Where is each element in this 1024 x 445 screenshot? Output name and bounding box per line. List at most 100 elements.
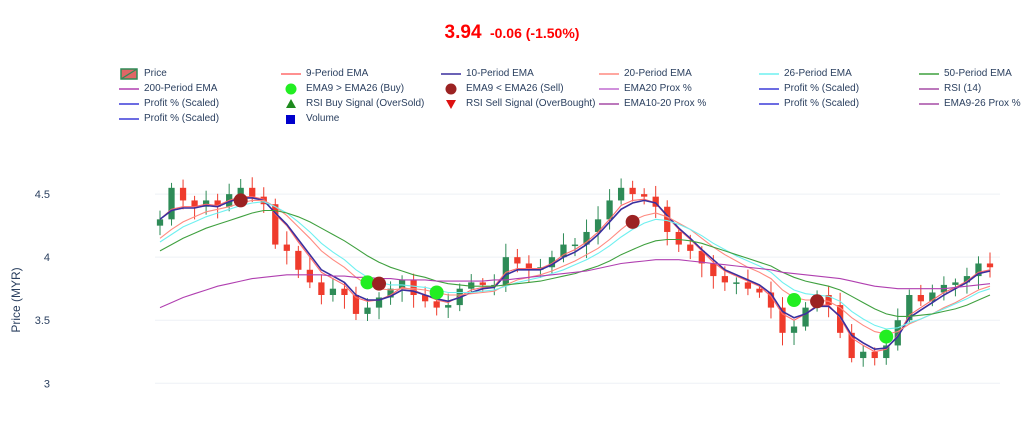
legend-label: 9-Period EMA	[306, 68, 369, 79]
candle-body[interactable]	[986, 263, 994, 268]
candle-body[interactable]	[929, 292, 936, 302]
legend: Price 9-Period EMA 10-Period EMA 20-Period …	[0, 0, 1024, 130]
buy-signal-marker[interactable]	[787, 293, 802, 308]
buy-signal-marker[interactable]	[360, 275, 375, 290]
candle-body[interactable]	[295, 250, 302, 270]
candle-body[interactable]	[606, 200, 613, 220]
candle-body[interactable]	[710, 263, 717, 277]
candle-body[interactable]	[202, 200, 210, 207]
candle-body[interactable]	[952, 282, 959, 285]
y-tick-label: 4.5	[35, 189, 50, 201]
candle-body[interactable]	[825, 295, 832, 306]
candle-body[interactable]	[329, 288, 337, 295]
candle-body[interactable]	[721, 276, 728, 283]
candle-body[interactable]	[214, 200, 221, 207]
legend-label: Profit % (Scaled)	[784, 98, 860, 109]
candle-body[interactable]	[468, 282, 475, 289]
candle-body[interactable]	[802, 307, 809, 327]
candle-body[interactable]	[756, 288, 763, 293]
legend-label: RSI Buy Signal (OverSold)	[306, 98, 425, 109]
candle-body[interactable]	[191, 200, 198, 207]
candle-body[interactable]	[848, 332, 855, 359]
candle-body[interactable]	[594, 219, 602, 232]
candle-body[interactable]	[375, 297, 383, 308]
candle-body[interactable]	[272, 204, 279, 245]
series-line[interactable]	[159, 197, 991, 351]
candle-body[interactable]	[963, 276, 971, 283]
candle-body[interactable]	[352, 295, 360, 314]
candle-body[interactable]	[906, 295, 913, 321]
sell-signal-marker[interactable]	[233, 193, 248, 208]
candle-body[interactable]	[664, 206, 671, 232]
legend-label: EMA9 < EMA26 (Sell)	[466, 83, 564, 94]
series-line[interactable]	[159, 201, 991, 330]
candle-body[interactable]	[571, 244, 579, 247]
candle-body[interactable]	[744, 282, 752, 289]
candle-body[interactable]	[433, 301, 440, 308]
price-change: -0.06 (-1.50%)	[489, 25, 580, 41]
y-axis-label: Price (MYR)	[9, 267, 23, 332]
candle-body[interactable]	[894, 320, 901, 346]
candle-body[interactable]	[156, 219, 164, 226]
candle-body[interactable]	[733, 282, 740, 284]
candle-body[interactable]	[675, 231, 682, 245]
sell-signal-marker[interactable]	[625, 214, 640, 229]
candle-body[interactable]	[514, 257, 521, 264]
candle-body[interactable]	[422, 295, 429, 302]
candle-body[interactable]	[410, 279, 417, 295]
buy-signal-marker[interactable]	[429, 285, 444, 300]
candle-body[interactable]	[168, 187, 175, 220]
legend-symbol-icon	[286, 115, 295, 124]
price-header: 3.94 -0.06 (-1.50%)	[0, 22, 1024, 44]
candle-body[interactable]	[502, 257, 509, 285]
candle-body[interactable]	[583, 231, 590, 245]
legend-symbol-icon	[119, 118, 139, 120]
legend-symbol-icon	[919, 103, 939, 105]
sell-signal-marker[interactable]	[372, 276, 387, 291]
series-line[interactable]	[159, 196, 991, 353]
candle-body[interactable]	[790, 326, 798, 333]
candle-body[interactable]	[283, 244, 290, 251]
candle-body[interactable]	[779, 307, 786, 333]
candle-body[interactable]	[341, 288, 348, 295]
candle-body[interactable]	[445, 305, 452, 308]
legend-symbol-icon	[759, 88, 779, 90]
candle-body[interactable]	[548, 257, 556, 268]
candle-body[interactable]	[398, 279, 406, 289]
series-line[interactable]	[159, 259, 991, 309]
legend-label: 10-Period EMA	[466, 68, 534, 79]
candle-body[interactable]	[306, 269, 313, 283]
candle-body[interactable]	[860, 351, 867, 359]
candle-body[interactable]	[883, 345, 890, 359]
candle-body[interactable]	[237, 187, 244, 195]
candle-body[interactable]	[917, 295, 924, 302]
candle-body[interactable]	[871, 351, 878, 359]
legend-label: Profit % (Scaled)	[144, 113, 220, 124]
candle-body[interactable]	[479, 282, 486, 285]
candle-body[interactable]	[629, 187, 636, 195]
legend-label: EMA20 Prox %	[624, 83, 692, 94]
candle-body[interactable]	[525, 263, 533, 270]
candle-body[interactable]	[617, 187, 625, 201]
candle-body[interactable]	[687, 244, 694, 251]
candle-body[interactable]	[387, 288, 394, 298]
candle-body[interactable]	[767, 292, 775, 308]
y-tick-label: 3	[44, 378, 50, 390]
legend-symbol-icon	[919, 88, 939, 90]
candle-body[interactable]	[698, 250, 705, 264]
candle-body[interactable]	[364, 307, 371, 314]
series-line[interactable]	[159, 209, 991, 317]
sell-signal-marker[interactable]	[810, 294, 825, 309]
candle-body[interactable]	[560, 244, 567, 258]
candle-body[interactable]	[837, 305, 844, 333]
buy-signal-marker[interactable]	[879, 329, 894, 344]
candle-body[interactable]	[249, 187, 256, 197]
candle-body[interactable]	[652, 196, 659, 207]
candle-body[interactable]	[975, 263, 982, 277]
series-line[interactable]	[159, 199, 991, 335]
legend-symbol-icon	[120, 68, 138, 80]
candle-body[interactable]	[179, 187, 187, 201]
candle-body[interactable]	[641, 194, 648, 197]
candle-body[interactable]	[318, 282, 325, 295]
